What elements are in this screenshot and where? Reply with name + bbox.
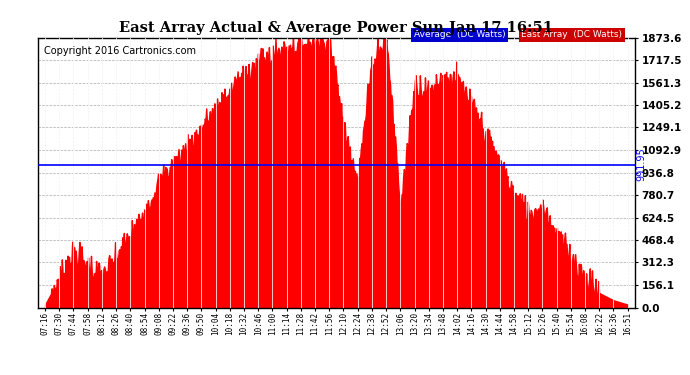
Text: East Array  (DC Watts): East Array (DC Watts): [522, 30, 622, 39]
Text: 991.95: 991.95: [636, 148, 646, 182]
Text: Average  (DC Watts): Average (DC Watts): [414, 30, 506, 39]
Text: Copyright 2016 Cartronics.com: Copyright 2016 Cartronics.com: [44, 46, 196, 56]
Title: East Array Actual & Average Power Sun Jan 17 16:51: East Array Actual & Average Power Sun Ja…: [119, 21, 553, 35]
